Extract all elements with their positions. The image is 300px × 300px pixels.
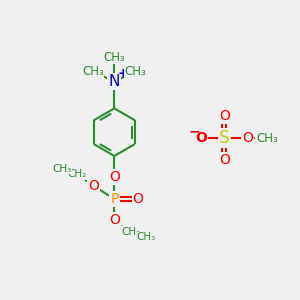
Text: O: O (195, 131, 207, 145)
Text: O: O (88, 179, 99, 193)
Text: CH₂: CH₂ (68, 169, 87, 179)
Text: CH₃: CH₃ (53, 164, 72, 174)
Text: P: P (110, 192, 118, 206)
Text: O: O (109, 170, 120, 184)
Text: CH₃: CH₃ (136, 232, 155, 242)
Text: O: O (109, 213, 120, 227)
Text: CH₃: CH₃ (82, 65, 104, 78)
Text: O: O (133, 192, 143, 206)
Text: CH₂: CH₂ (121, 227, 140, 237)
Text: N: N (109, 74, 120, 89)
Text: S: S (219, 129, 230, 147)
Text: CH₃: CH₃ (256, 132, 278, 145)
Text: CH₃: CH₃ (103, 51, 125, 64)
Text: O: O (242, 131, 253, 145)
Text: O: O (219, 153, 230, 167)
Text: −: − (189, 124, 200, 139)
Text: +: + (117, 67, 128, 80)
Text: O: O (219, 109, 230, 123)
Text: CH₃: CH₃ (125, 65, 147, 78)
